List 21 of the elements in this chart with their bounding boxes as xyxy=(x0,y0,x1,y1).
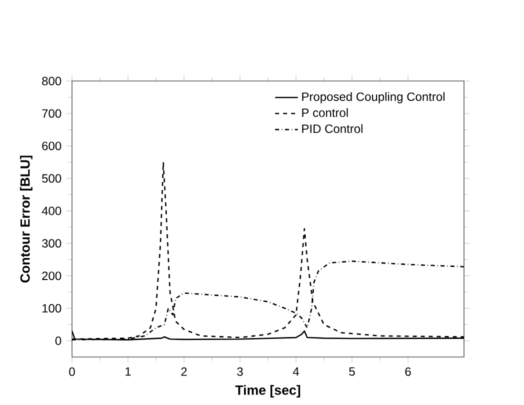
y-tick-label: 100 xyxy=(42,304,62,313)
y-tick-label: 600 xyxy=(42,142,62,150)
y-tick-label: 700 xyxy=(42,109,62,118)
x-tick-label: 0 xyxy=(69,367,75,376)
y-tick-label: 300 xyxy=(42,239,62,248)
x-axis-title: Time [sec] xyxy=(235,385,300,398)
x-tick-label: 1 xyxy=(126,367,131,376)
y-axis-title: Contour Error [BLU] xyxy=(20,156,32,283)
y-tick-label: 400 xyxy=(42,206,62,216)
legend-label: PID Control xyxy=(302,124,362,134)
y-tick-label: 200 xyxy=(42,272,62,280)
legend-label: P control xyxy=(302,108,348,117)
x-tick-label: 3 xyxy=(237,367,243,376)
y-tick-label: 800 xyxy=(42,76,62,86)
y-tick-label: 0 xyxy=(55,336,62,346)
y-tick-label: 500 xyxy=(42,174,62,183)
x-tick-label: 6 xyxy=(405,367,411,376)
x-tick-label: 4 xyxy=(292,367,299,376)
legend-label: Proposed Coupling Control xyxy=(302,92,444,104)
x-tick-label: 2 xyxy=(181,367,187,376)
x-tick-label: 5 xyxy=(349,367,355,376)
